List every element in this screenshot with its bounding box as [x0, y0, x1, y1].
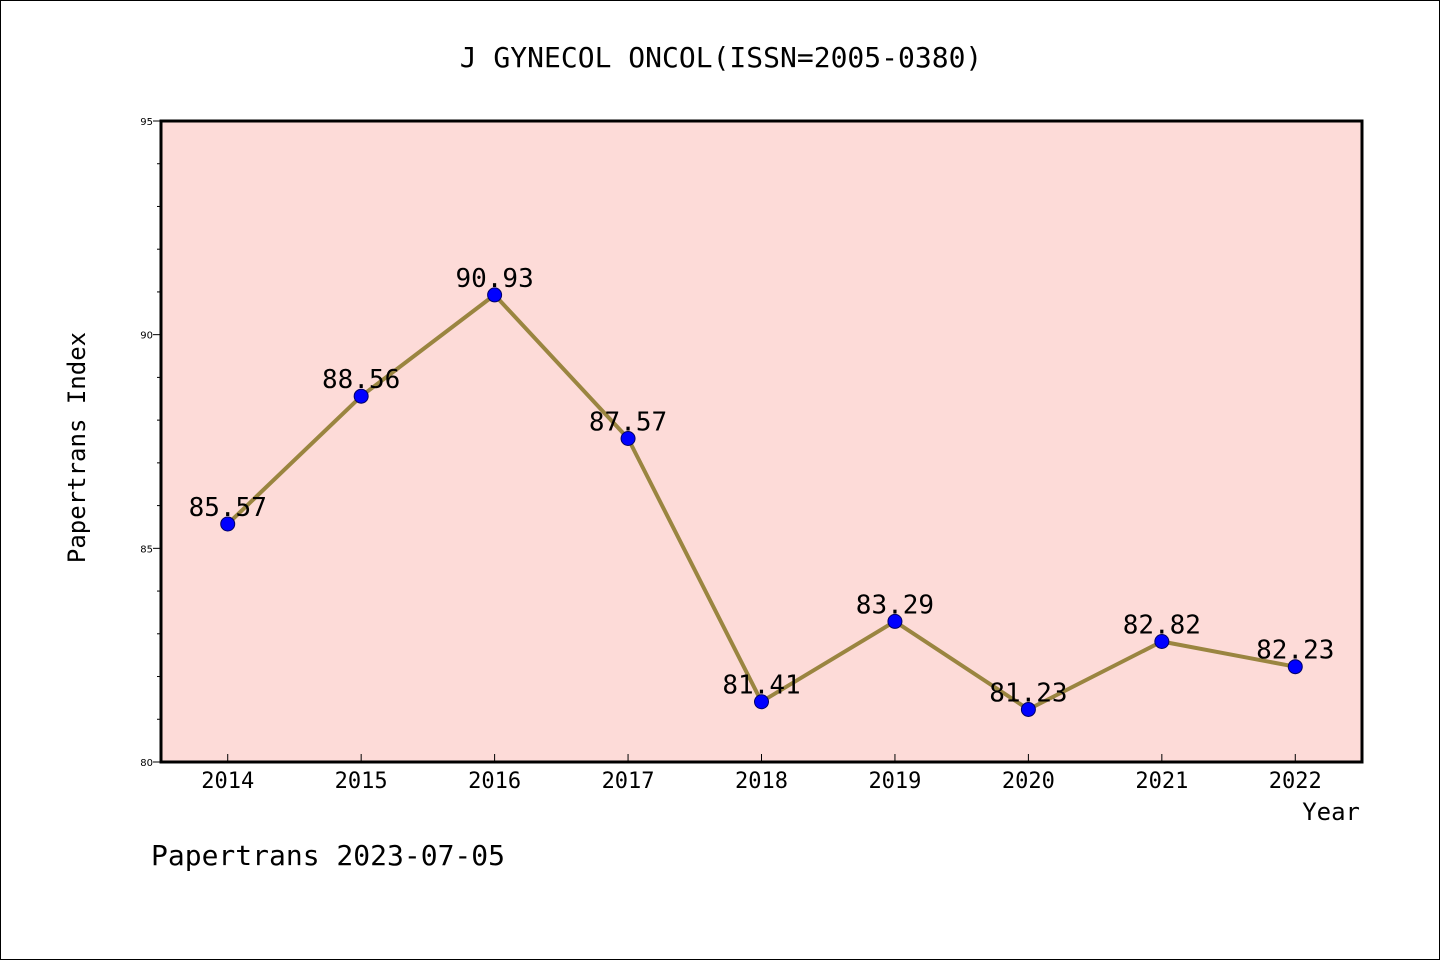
x-tick-label: 2015 — [335, 769, 388, 794]
data-point-label: 81.23 — [989, 678, 1067, 708]
data-point-label: 88.56 — [322, 365, 400, 395]
x-tick-label: 2018 — [735, 769, 788, 794]
data-point-label: 87.57 — [589, 408, 667, 438]
footer-date-stamp: Papertrans 2023-07-05 — [151, 839, 505, 872]
x-tick-label: 2022 — [1269, 769, 1322, 794]
data-point-marker — [1154, 633, 1170, 649]
chart-title: J GYNECOL ONCOL(ISSN=2005-0380) — [460, 41, 983, 74]
y-axis-ticks: 80 85 90 95 — [140, 117, 161, 769]
x-tick-label: 2016 — [468, 769, 521, 794]
data-point-label: 81.41 — [722, 671, 800, 701]
data-point-label: 82.82 — [1123, 610, 1201, 640]
data-point-marker — [353, 388, 369, 404]
data-point-marker — [487, 287, 503, 303]
data-point-marker — [1020, 701, 1036, 717]
plot-border — [159, 119, 1364, 764]
y-axis-label: Papertrans Index — [63, 332, 91, 563]
y-tick-label: 80 — [140, 758, 153, 769]
data-labels: 85.57 88.56 90.93 87.57 81.41 83.29 81.23 82.82… — [189, 264, 1335, 709]
data-point-label: 83.29 — [856, 590, 934, 620]
series-markers — [220, 287, 1303, 717]
x-tick-label: 2020 — [1002, 769, 1055, 794]
x-tick-label: 2017 — [602, 769, 655, 794]
y-tick-label: 95 — [140, 117, 153, 128]
x-tick-label: 2021 — [1135, 769, 1188, 794]
data-point-label: 90.93 — [455, 264, 533, 294]
y-tick-label: 90 — [140, 331, 153, 342]
data-point-label: 85.57 — [189, 493, 267, 523]
data-point-marker — [1287, 659, 1303, 675]
y-tick-label: 85 — [140, 544, 153, 555]
data-point-marker — [220, 516, 236, 532]
data-point-marker — [754, 694, 769, 710]
plot-area — [161, 121, 1362, 762]
x-axis-label: Year — [1302, 798, 1360, 826]
x-axis-ticks: 2014 2015 2016 2017 2018 2019 2020 2021 2022 — [201, 754, 1322, 794]
data-point-marker — [887, 613, 903, 629]
x-tick-label: 2014 — [201, 769, 254, 794]
data-point-marker — [620, 431, 636, 447]
data-point-label: 82.23 — [1256, 636, 1334, 666]
x-tick-label: 2019 — [868, 769, 921, 794]
